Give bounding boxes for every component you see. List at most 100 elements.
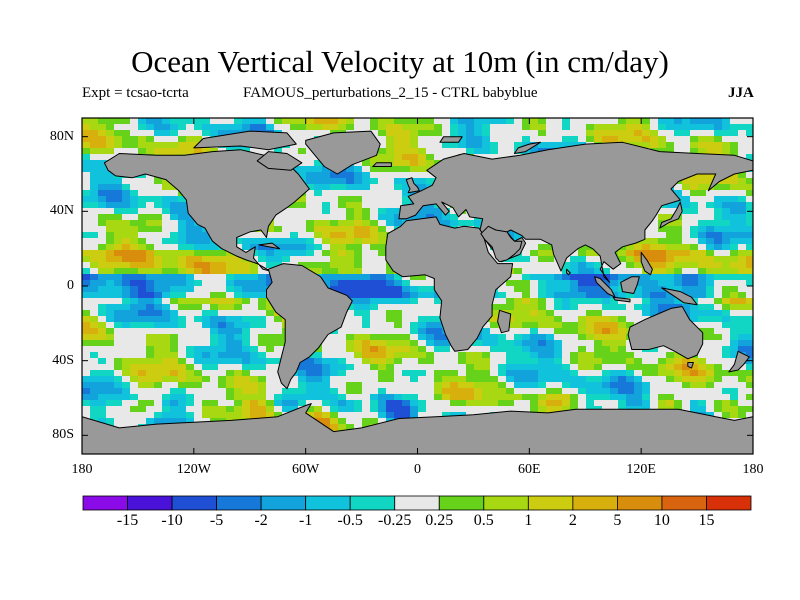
field-cell	[194, 382, 203, 389]
field-cell	[274, 328, 283, 335]
field-cell	[426, 172, 435, 179]
field-cell	[210, 256, 219, 263]
field-cell	[666, 250, 675, 257]
field-cell	[338, 244, 347, 251]
field-cell	[354, 370, 363, 377]
field-cell	[122, 148, 131, 155]
landmass-greenland	[305, 130, 381, 175]
field-cell	[634, 262, 643, 269]
field-cell	[122, 370, 131, 377]
field-cell	[354, 244, 363, 251]
field-cell	[674, 268, 683, 275]
field-cell	[170, 382, 179, 389]
field-cell	[178, 274, 187, 281]
field-cell	[122, 322, 131, 329]
field-cell	[370, 178, 379, 185]
field-cell	[354, 400, 363, 407]
field-cell	[314, 220, 323, 227]
field-cell	[666, 142, 675, 149]
field-cell	[658, 136, 667, 143]
field-cell	[130, 196, 139, 203]
field-cell	[578, 316, 587, 323]
field-cell	[394, 202, 403, 209]
field-cell	[106, 196, 115, 203]
field-cell	[370, 346, 379, 353]
field-cell	[570, 292, 579, 299]
field-cell	[610, 136, 619, 143]
field-cell	[178, 388, 187, 395]
field-cell	[746, 406, 753, 413]
field-cell	[642, 382, 651, 389]
field-cell	[554, 316, 563, 323]
field-cell	[730, 352, 739, 359]
field-cell	[386, 340, 395, 347]
field-cell	[570, 316, 579, 323]
field-cell	[610, 310, 619, 317]
field-cell	[554, 118, 563, 125]
field-cell	[282, 226, 291, 233]
field-cell	[418, 166, 427, 173]
field-cell	[498, 382, 507, 389]
field-cell	[434, 148, 443, 155]
field-cell	[426, 370, 435, 377]
field-cell	[322, 370, 331, 377]
field-cell	[98, 412, 107, 419]
field-cell	[130, 202, 139, 209]
field-cell	[354, 346, 363, 353]
field-cell	[698, 406, 707, 413]
field-cell	[602, 118, 611, 125]
field-cell	[402, 304, 411, 311]
field-cell	[402, 154, 411, 161]
field-cell	[498, 148, 507, 155]
field-cell	[570, 298, 579, 305]
field-cell	[338, 280, 347, 287]
field-cell	[506, 310, 515, 317]
field-cell	[410, 376, 419, 383]
field-cell	[738, 178, 747, 185]
field-cell	[682, 364, 691, 371]
field-cell	[362, 388, 371, 395]
field-cell	[82, 358, 91, 365]
field-cell	[626, 346, 635, 353]
field-cell	[578, 388, 587, 395]
field-cell	[298, 142, 307, 149]
field-cell	[698, 322, 707, 329]
field-cell	[546, 328, 555, 335]
field-cell	[354, 286, 363, 293]
field-cell	[338, 208, 347, 215]
field-cell	[578, 400, 587, 407]
field-cell	[362, 304, 371, 311]
field-cell	[426, 352, 435, 359]
field-cell	[722, 340, 731, 347]
field-cell	[562, 136, 571, 143]
field-cell	[418, 274, 427, 281]
field-cell	[362, 334, 371, 341]
field-cell	[306, 376, 315, 383]
field-cell	[706, 238, 715, 245]
field-cell	[122, 352, 131, 359]
field-cell	[146, 262, 155, 269]
colorbar-swatch	[483, 495, 529, 511]
field-cell	[410, 214, 419, 221]
field-cell	[426, 124, 435, 131]
field-cell	[178, 334, 187, 341]
field-cell	[314, 376, 323, 383]
field-cell	[538, 370, 547, 377]
field-cell	[482, 154, 491, 161]
field-cell	[642, 388, 651, 395]
field-cell	[346, 370, 355, 377]
field-cell	[146, 124, 155, 131]
field-cell	[122, 214, 131, 221]
field-cell	[178, 322, 187, 329]
field-cell	[386, 172, 395, 179]
field-cell	[746, 274, 753, 281]
field-cell	[402, 298, 411, 305]
field-cell	[514, 388, 523, 395]
field-cell	[290, 256, 299, 263]
field-cell	[282, 232, 291, 239]
field-cell	[98, 220, 107, 227]
field-cell	[634, 118, 643, 125]
field-cell	[138, 190, 147, 197]
field-cell	[434, 412, 443, 419]
field-cell	[298, 382, 307, 389]
